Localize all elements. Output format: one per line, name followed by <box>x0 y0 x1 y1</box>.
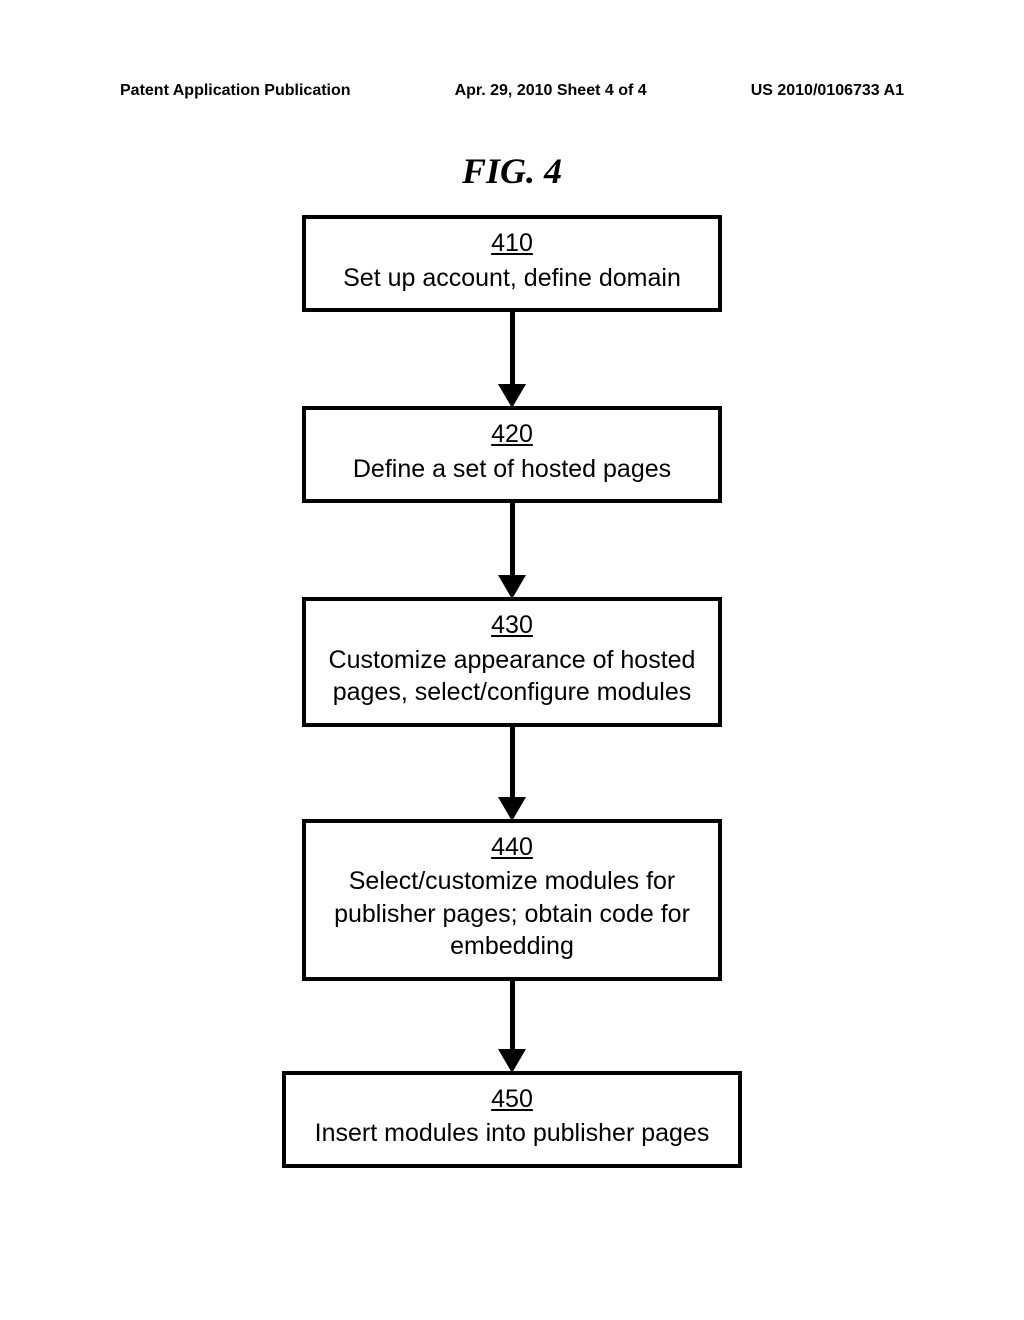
node-number: 430 <box>320 609 704 642</box>
node-number: 450 <box>300 1083 724 1116</box>
figure-title: FIG. 4 <box>0 150 1024 192</box>
node-text: Select/customize modules for publisher p… <box>334 867 690 960</box>
arrow-head-icon <box>498 575 526 599</box>
arrow-shaft <box>510 981 515 1049</box>
flow-node-440: 440 Select/customize modules for publish… <box>302 819 722 981</box>
arrow-shaft <box>510 727 515 797</box>
flowchart: 410 Set up account, define domain 420 De… <box>0 215 1024 1168</box>
flow-node-420: 420 Define a set of hosted pages <box>302 406 722 503</box>
node-text: Customize appearance of hosted pages, se… <box>329 646 696 707</box>
node-text: Set up account, define domain <box>343 264 681 292</box>
patent-header: Patent Application Publication Apr. 29, … <box>0 82 1024 100</box>
arrow-head-icon <box>498 384 526 408</box>
header-left: Patent Application Publication <box>120 82 351 100</box>
arrow-shaft <box>510 503 515 575</box>
flow-node-430: 430 Customize appearance of hosted pages… <box>302 597 722 727</box>
node-number: 420 <box>320 418 704 451</box>
flow-arrow <box>498 312 526 406</box>
node-text: Define a set of hosted pages <box>353 455 671 483</box>
flow-node-410: 410 Set up account, define domain <box>302 215 722 312</box>
node-number: 440 <box>320 831 704 864</box>
flow-arrow <box>498 981 526 1071</box>
arrow-head-icon <box>498 797 526 821</box>
flow-node-450: 450 Insert modules into publisher pages <box>282 1071 742 1168</box>
node-number: 410 <box>320 227 704 260</box>
header-right: US 2010/0106733 A1 <box>751 82 904 100</box>
node-text: Insert modules into publisher pages <box>315 1119 710 1147</box>
flow-arrow <box>498 503 526 597</box>
header-center: Apr. 29, 2010 Sheet 4 of 4 <box>455 82 647 100</box>
flow-arrow <box>498 727 526 819</box>
arrow-head-icon <box>498 1049 526 1073</box>
arrow-shaft <box>510 312 515 384</box>
